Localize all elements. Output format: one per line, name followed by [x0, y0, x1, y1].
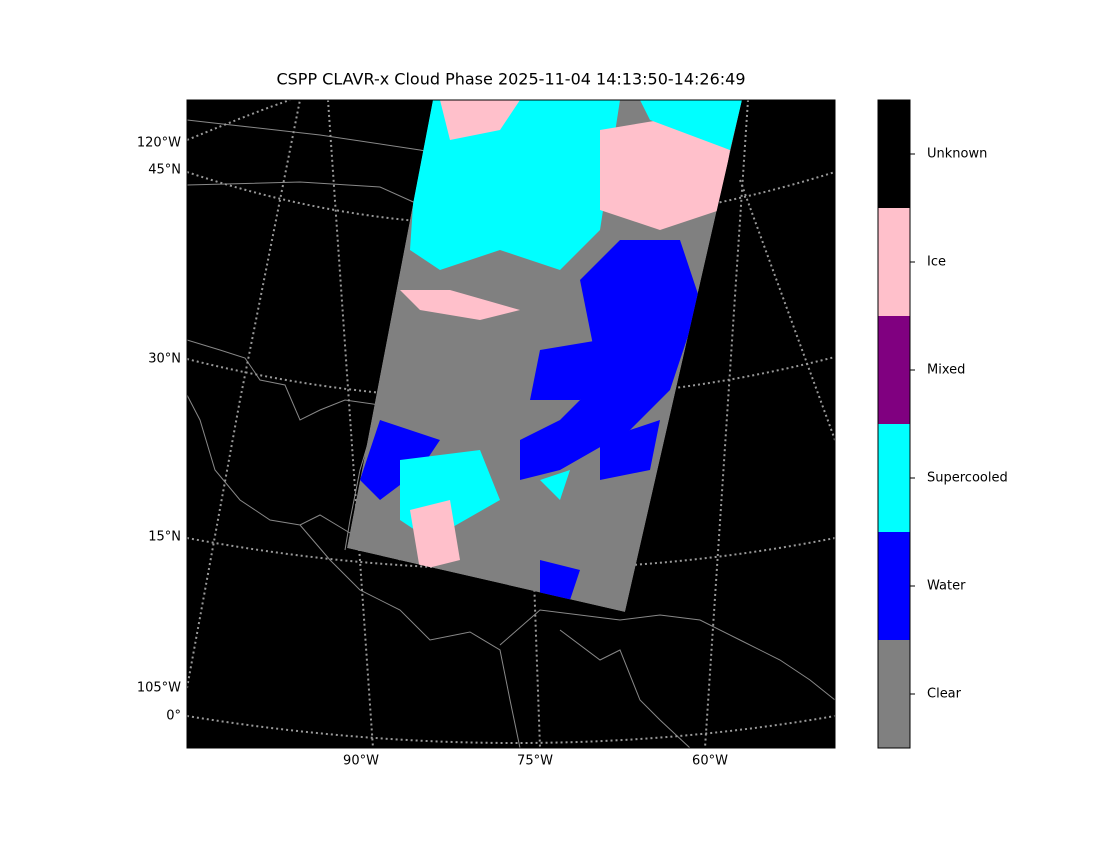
- satellite-swath: [347, 100, 742, 612]
- colorbar-label: Water: [927, 579, 966, 594]
- map-frame: [186, 99, 836, 749]
- colorbar-segment: [878, 100, 910, 208]
- lat-label: 15°N: [148, 530, 181, 545]
- lon-label: 60°W: [692, 754, 728, 769]
- colorbar-frame: [877, 99, 911, 749]
- cloud-phase-area: [540, 560, 580, 600]
- lat-label: 30°N: [148, 352, 181, 367]
- colorbar-segment: [878, 316, 910, 424]
- colorbar-segment: [878, 640, 910, 748]
- cloud-phase-area: [640, 100, 742, 150]
- cloud-phase-area: [410, 100, 620, 270]
- lon-label: 90°W: [343, 754, 379, 769]
- cloud-phase-area: [440, 100, 520, 140]
- cloud-phase-area: [400, 290, 520, 320]
- swath-content: [347, 100, 742, 612]
- axis-labels: 45°N 30°N 15°N 0° 120°W 105°W 90°W 75°W 60°W: [137, 136, 728, 769]
- title: CSPP CLAVR-x Cloud Phase 2025-11-04 14:1…: [276, 70, 745, 89]
- lon-label: 75°W: [517, 754, 553, 769]
- colorbar-segment: [878, 424, 910, 532]
- colorbar-label: Mixed: [927, 363, 965, 378]
- map: [187, 100, 835, 748]
- cloud-phase-area: [530, 340, 620, 400]
- lon-label: 105°W: [137, 681, 181, 696]
- colorbar-label: Clear: [927, 687, 962, 702]
- colorbar-label: Ice: [927, 255, 946, 270]
- cloud-phase-area: [600, 420, 660, 480]
- colorbar-segment: [878, 208, 910, 316]
- lon-label: 120°W: [137, 136, 181, 151]
- colorbar: Clear Water Supercooled Mixed Ice Unknown: [877, 99, 1008, 749]
- cloud-phase-area: [600, 120, 730, 230]
- cloud-phase-area: [540, 470, 570, 500]
- colorbar-segment: [878, 532, 910, 640]
- colorbar-label: Unknown: [927, 147, 987, 162]
- lat-label: 45°N: [148, 163, 181, 178]
- lat-label: 0°: [166, 709, 181, 724]
- cloud-phase-area: [410, 500, 460, 570]
- colorbar-label: Supercooled: [927, 471, 1008, 486]
